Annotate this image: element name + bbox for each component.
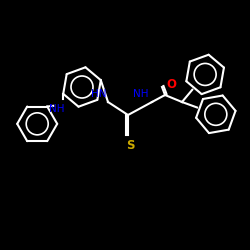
Text: HN: HN	[90, 89, 106, 99]
Text: NH: NH	[50, 104, 65, 114]
Text: S: S	[126, 139, 134, 152]
Text: NH: NH	[132, 89, 148, 99]
Text: O: O	[166, 78, 176, 92]
